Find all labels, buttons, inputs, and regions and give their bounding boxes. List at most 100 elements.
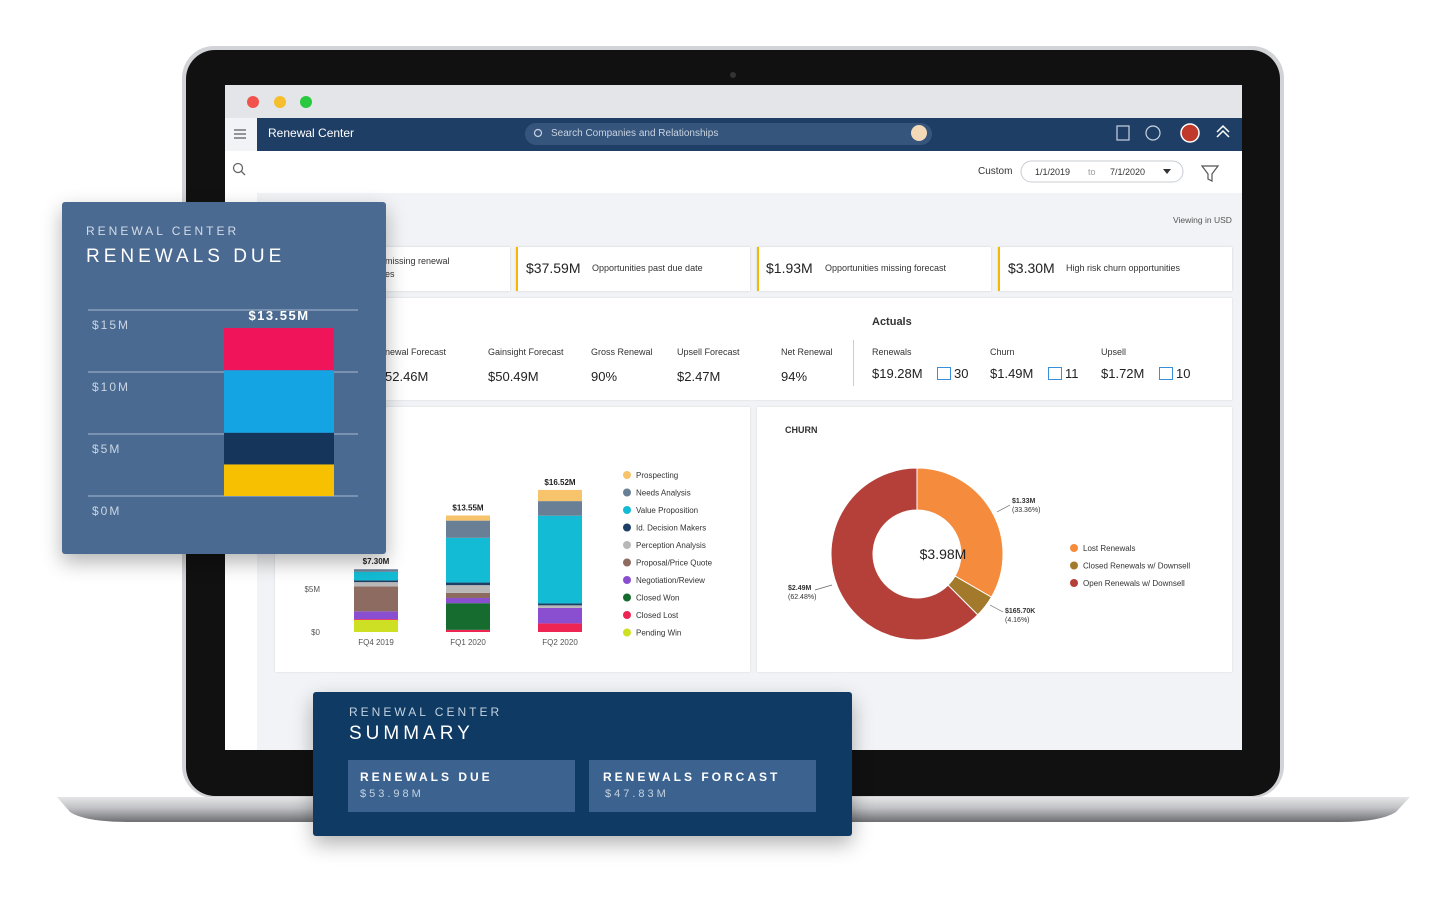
user-avatar[interactable] [1180, 123, 1200, 143]
bar-segment [354, 611, 398, 620]
collapse-icon[interactable] [1216, 124, 1230, 138]
bar-segment [224, 327, 334, 371]
bar-segment [354, 582, 398, 587]
bar-segment [354, 619, 398, 632]
metric-label: newal Forecast [385, 347, 447, 357]
date-to[interactable]: 7/1/2020 [1110, 167, 1146, 177]
menu-icon[interactable] [234, 129, 246, 139]
actual-label: Churn [990, 347, 1015, 357]
leader-line [989, 604, 1004, 613]
y-tick-label: $0M [92, 504, 121, 518]
bar-segment [354, 586, 398, 612]
alert-text: es [385, 269, 395, 279]
bar-segment [354, 619, 398, 620]
summary-label: RENEWALS DUE [360, 770, 493, 784]
legend-swatch [623, 611, 631, 619]
renewals-due-chart: $0M $5M $10M $15M $13.55M [88, 308, 358, 518]
legend-label: Closed Won [636, 594, 679, 603]
date-from[interactable]: 1/1/2019 [1035, 167, 1071, 177]
search-box[interactable] [525, 123, 932, 145]
legend-swatch [623, 506, 631, 514]
legend-label: Pending Win [636, 629, 681, 638]
bar-segment [446, 537, 490, 583]
actual-label: Upsell [1101, 347, 1127, 357]
browser-chrome [225, 85, 1242, 118]
leader-line [996, 504, 1011, 513]
metric-value: 52.46M [385, 369, 429, 384]
metric-value: 94% [781, 369, 808, 384]
bar-segment [354, 569, 398, 572]
nav-icon-book[interactable] [1116, 125, 1130, 141]
x-tick-label: FQ4 2019 [358, 638, 394, 647]
metrics-panel [275, 298, 1232, 400]
bar-total-label: $13.55M [248, 308, 309, 323]
x-tick-label: FQ1 2020 [450, 638, 486, 647]
avatar-search[interactable] [911, 125, 927, 141]
legend-swatch [623, 593, 631, 602]
summary-box[interactable]: RENEWALS FORCAST $47.83M [589, 760, 816, 812]
bar-segment [446, 515, 490, 521]
donut-slice [916, 467, 1004, 598]
churn-title: CHURN [785, 425, 818, 435]
bar-segment [354, 580, 398, 583]
summary-value: $53.98M [360, 788, 424, 800]
actuals-title: Actuals [872, 316, 912, 328]
bar-segment [446, 585, 490, 593]
bar-segment [224, 464, 334, 496]
metric-label: Gross Renewal [591, 347, 653, 357]
legend-swatch [623, 558, 631, 567]
bar-segment [446, 629, 490, 632]
bar-segment [224, 432, 334, 465]
legend-swatch [623, 628, 631, 637]
bar-segment [446, 582, 490, 586]
bar-segment [538, 515, 582, 604]
currency-note: Viewing in USD [1173, 215, 1232, 225]
actual-count: 11 [1065, 366, 1079, 381]
range-type[interactable]: Custom [978, 166, 1013, 177]
bar-segment [538, 623, 582, 632]
metric-value: 90% [591, 369, 618, 384]
bar-segment [446, 603, 490, 630]
legend-swatch [623, 523, 631, 532]
alert-amount: $37.59M [526, 260, 581, 276]
nav-icon-globe[interactable] [1145, 125, 1161, 141]
camera [730, 72, 736, 78]
donut-center-label: $3.98M [920, 546, 967, 562]
summary-box[interactable]: RENEWALS DUE $53.98M [348, 760, 575, 812]
app-title: Renewal Center [268, 126, 355, 140]
legend-swatch [1070, 561, 1078, 570]
window-maximize[interactable] [300, 96, 312, 108]
actual-count: 10 [1176, 366, 1191, 381]
date-range[interactable] [1020, 160, 1184, 183]
legend-label: Value Proposition [636, 506, 698, 515]
alert-card[interactable]: $3.30M High risk churn opportunities [998, 247, 1232, 291]
legend-label: Lost Renewals [1083, 544, 1135, 553]
search-placeholder[interactable]: Search Companies and Relationships [551, 128, 719, 139]
legend-label: Perception Analysis [636, 541, 706, 550]
legend-swatch [1070, 544, 1078, 552]
alert-card[interactable]: $1.93M Opportunities missing forecast [757, 247, 991, 291]
count-icon [1159, 367, 1173, 380]
window-close[interactable] [247, 96, 259, 108]
alert-text: missing renewal [385, 256, 450, 266]
bar-segment [538, 607, 582, 624]
date-to-word: to [1088, 167, 1096, 177]
count-icon [1048, 367, 1062, 380]
window-minimize[interactable] [274, 96, 286, 108]
card-title: SUMMARY [349, 723, 474, 744]
summary-card: RENEWAL CENTER SUMMARY RENEWALS DUE $53.… [313, 692, 852, 836]
date-dropdown[interactable] [1163, 169, 1171, 174]
bar-segment [446, 598, 490, 604]
metric-value: $2.47M [677, 369, 721, 384]
alert-card[interactable]: $37.59M Opportunities past due date [516, 247, 750, 291]
legend-swatch [623, 576, 631, 584]
metric-label: Upsell Forecast [677, 347, 740, 357]
donut-slice [830, 467, 979, 641]
summary-value: $47.83M [605, 788, 669, 800]
filter-icon[interactable] [1200, 165, 1220, 182]
sidebar-search-icon[interactable] [232, 162, 244, 174]
y-tick-label: $0 [311, 628, 320, 637]
alert-amount: $3.30M [1008, 260, 1055, 276]
